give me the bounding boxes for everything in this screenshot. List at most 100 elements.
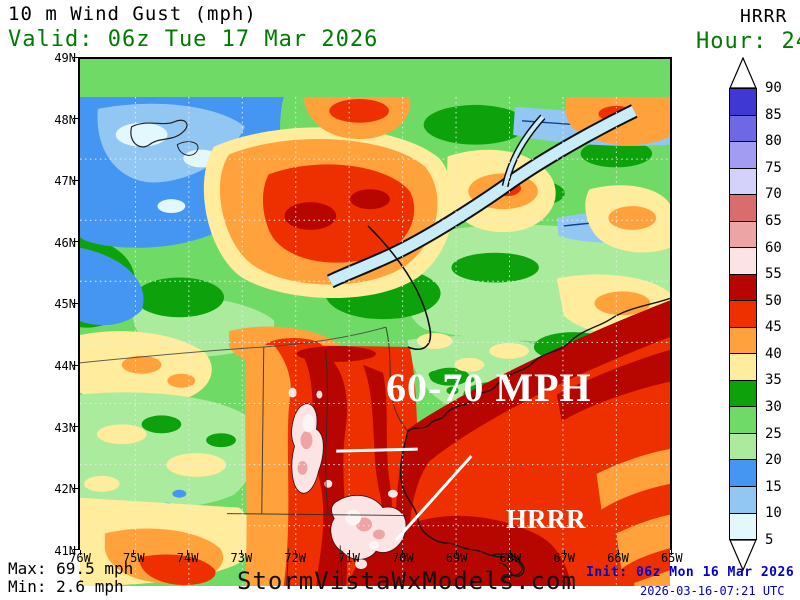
lat-label: 48N bbox=[54, 112, 76, 127]
colorbar-down-arrow bbox=[729, 539, 757, 571]
colorbar-segment bbox=[730, 327, 756, 355]
max-value: Max: 69.5 mph bbox=[8, 559, 134, 578]
colorbar-label: 25 bbox=[765, 425, 782, 442]
lat-tick bbox=[73, 179, 78, 181]
colorbar-segment bbox=[730, 115, 756, 143]
lat-label: 47N bbox=[54, 174, 76, 189]
colorbar-label: 60 bbox=[765, 239, 782, 256]
colorbar-segment bbox=[730, 301, 756, 328]
lon-tick bbox=[402, 550, 404, 555]
lon-label: 67W bbox=[553, 551, 576, 565]
init-timestamp: 2026-03-16-07:21 UTC bbox=[640, 584, 785, 598]
lon-tick bbox=[671, 550, 673, 555]
colorbar-label: 45 bbox=[765, 319, 782, 336]
colorbar-segment bbox=[730, 89, 756, 116]
lon-tick bbox=[348, 550, 350, 555]
colorbar-label: 80 bbox=[765, 133, 782, 150]
min-value: Min: 2.6 mph bbox=[8, 577, 124, 596]
lon-label: 68W bbox=[499, 551, 522, 565]
lon-label: 65W bbox=[660, 551, 683, 565]
lon-tick bbox=[563, 550, 565, 555]
lat-label: 45N bbox=[54, 297, 76, 312]
lon-tick bbox=[79, 550, 81, 555]
maine-north-border bbox=[367, 225, 432, 350]
lat-label: 49N bbox=[54, 51, 76, 65]
state-borders bbox=[80, 326, 409, 586]
lon-label: 75W bbox=[122, 551, 145, 565]
valid-time: Valid: 06z Tue 17 Mar 2026 bbox=[8, 27, 379, 52]
colorbar-label: 85 bbox=[765, 106, 782, 123]
lat-tick bbox=[73, 487, 78, 489]
lat-tick bbox=[73, 549, 78, 551]
gust-max-blob-south-vt bbox=[288, 387, 324, 494]
gust-callout-label: 60-70 MPH bbox=[386, 365, 592, 410]
colorbar-segment bbox=[730, 433, 756, 461]
lat-label: 43N bbox=[54, 420, 76, 435]
colorbar-label: 10 bbox=[765, 505, 782, 522]
lat-tick bbox=[73, 56, 78, 58]
st-lawrence-river bbox=[327, 105, 637, 287]
map-canvas bbox=[78, 57, 672, 586]
lon-tick bbox=[187, 550, 189, 555]
colorbar-segment bbox=[730, 407, 756, 434]
lon-label: 69W bbox=[445, 551, 468, 565]
lat-label: 41N bbox=[54, 543, 76, 558]
colorbar-segment bbox=[730, 195, 756, 222]
latlon-grid bbox=[80, 97, 670, 586]
lat-label: 44N bbox=[54, 359, 76, 373]
watermark: StormVistaWxModels.com bbox=[237, 567, 577, 595]
colorbar-label: 70 bbox=[765, 186, 782, 203]
colorbar-segment bbox=[730, 274, 756, 302]
lat-tick bbox=[73, 426, 78, 428]
lat-label: 46N bbox=[54, 235, 76, 250]
map-overlay-caption: HRRR Wind Gust 2AM TUE bbox=[506, 434, 632, 600]
wind-gust-contour-map bbox=[80, 97, 670, 586]
lon-tick bbox=[456, 550, 458, 555]
lon-tick bbox=[240, 550, 242, 555]
colorbar-label: 90 bbox=[765, 80, 782, 96]
page-title: 10 m Wind Gust (mph) bbox=[8, 3, 257, 25]
lon-tick bbox=[294, 550, 296, 555]
lat-tick bbox=[73, 364, 78, 366]
colorbar-segment bbox=[730, 513, 756, 540]
colorbar-label: 40 bbox=[765, 345, 782, 362]
lat-tick bbox=[73, 118, 78, 120]
lon-label: 76W bbox=[69, 551, 91, 565]
colorbar-segment bbox=[730, 460, 756, 487]
lon-label: 70W bbox=[391, 551, 414, 565]
reservoir-outline bbox=[130, 119, 188, 148]
cape-cod-outline bbox=[492, 553, 525, 577]
lon-label: 74W bbox=[176, 551, 199, 565]
colorbar-segment bbox=[730, 486, 756, 514]
colorbar-segment bbox=[730, 168, 756, 196]
lon-tick bbox=[509, 550, 511, 555]
forecast-hour: Hour: 24 bbox=[696, 29, 800, 54]
lat-label: 42N bbox=[54, 482, 76, 497]
lon-tick bbox=[133, 550, 135, 555]
lon-label: 71W bbox=[338, 551, 360, 565]
init-time: Init: 06z Mon 16 Mar 2026 bbox=[586, 565, 795, 580]
colorbar-label: 15 bbox=[765, 478, 782, 495]
colorbar-label: 20 bbox=[765, 452, 782, 469]
colorbar-label: 55 bbox=[765, 266, 782, 283]
callout-pointer-lines bbox=[336, 447, 473, 542]
colorbar-label: 50 bbox=[765, 292, 782, 309]
colorbar-segment bbox=[730, 354, 756, 381]
south-coastline bbox=[399, 431, 523, 584]
colorbar bbox=[729, 88, 757, 540]
lon-tick bbox=[617, 550, 619, 555]
colorbar-label: 5 bbox=[765, 532, 774, 548]
colorbar-up-arrow bbox=[729, 57, 757, 89]
maine-coastline bbox=[407, 297, 670, 432]
colorbar-segment bbox=[730, 221, 756, 249]
lon-label: 73W bbox=[230, 551, 253, 565]
overlay-line-model: HRRR bbox=[506, 504, 586, 534]
colorbar-label: 65 bbox=[765, 212, 782, 229]
lat-tick bbox=[73, 302, 78, 304]
colorbar-segment bbox=[730, 142, 756, 169]
model-label: HRRR bbox=[740, 6, 788, 27]
colorbar-label: 30 bbox=[765, 399, 782, 416]
lon-label: 72W bbox=[284, 551, 307, 565]
colorbar-segment bbox=[730, 248, 756, 275]
